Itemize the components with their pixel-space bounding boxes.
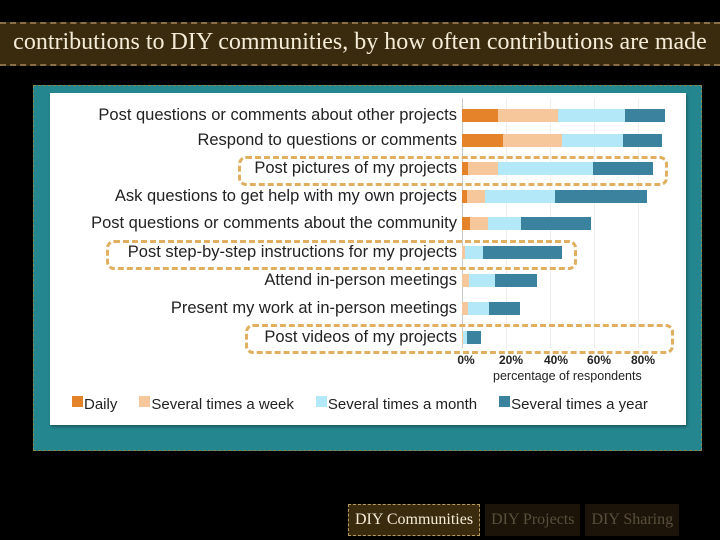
bar-segment-monthly [485,190,556,203]
category-label: Post pictures of my projects [254,159,457,177]
legend-label: Several times a year [511,396,648,413]
bar-segment-weekly [462,246,466,259]
stacked-bar [462,217,591,230]
category-label: Post questions or comments about the com… [91,214,457,232]
bar-segment-weekly [462,274,470,287]
page-title: contributions to DIY communities, by how… [13,29,707,55]
tick-0: 0% [457,353,475,367]
category-label: Attend in-person meetings [264,271,457,289]
bar-segment-yearly [555,190,647,203]
bar-segment-daily [462,217,470,230]
bar-segment-yearly [625,109,666,122]
legend-label: Daily [84,396,118,413]
highlight-box [245,324,674,354]
gridline [594,98,595,348]
bar-segment-weekly [467,162,498,175]
category-label: Present my work at in-person meetings [170,299,457,317]
stacked-bar [462,109,666,122]
legend-weekly: Several times a week [139,396,294,413]
tick-80: 80% [630,353,656,367]
legend-daily: Daily [72,396,117,413]
bar-segment-weekly [467,190,486,203]
category-label: Post questions or comments about other p… [98,106,457,124]
legend-monthly: Several times a month [315,396,478,413]
stacked-bar [462,162,653,175]
category-label: Post step-by-step instructions for my pr… [127,243,457,261]
chart-row: Present my work at in-person meetings [50,298,686,320]
x-axis-label: percentage of respondents [493,369,642,383]
legend: Daily Several times a week Several times… [72,396,670,413]
highlight-box [106,240,577,270]
bar-segment-yearly [520,217,591,230]
stacked-bar [462,331,482,344]
chart-row: Post step-by-step instructions for my pr… [50,242,686,264]
stacked-bar [462,274,537,287]
weekly-swatch [139,396,151,407]
section-tabs: DIY Communities DIY Projects DIY Sharing [348,504,684,536]
chart-row: Respond to questions or comments [50,130,686,152]
monthly-swatch [315,396,327,407]
yearly-swatch [499,396,511,407]
chart-row: Attend in-person meetings [50,270,686,292]
tab-diy-projects[interactable]: DIY Projects [485,504,581,536]
chart-row: Ask questions to get help with my own pr… [50,186,686,208]
bar-segment-yearly [488,302,520,315]
bar-segment-yearly [467,331,482,344]
chart-row: Post questions or comments about the com… [50,213,686,235]
bar-segment-daily [462,134,503,147]
bar-segment-weekly [469,217,488,230]
bar-segment-monthly [487,217,521,230]
legend-label: Several times a month [327,396,478,413]
category-label: Ask questions to get help with my own pr… [114,187,457,205]
bar-segment-yearly [494,274,537,287]
stacked-bar-chart: 0% 20% 40% 60% 80% percentage of respond… [50,93,686,425]
bar-segment-weekly [502,134,562,147]
tab-diy-sharing[interactable]: DIY Sharing [585,504,680,536]
category-label: Respond to questions or comments [197,131,457,149]
highlight-box [238,156,668,186]
bar-segment-daily [462,190,468,203]
chart-row: Post questions or comments about other p… [50,105,686,127]
stacked-bar [462,134,662,147]
stacked-bar [462,246,563,259]
stacked-bar [462,190,647,203]
bar-segment-monthly [558,109,626,122]
bar-segment-monthly [467,302,489,315]
daily-swatch [72,396,83,407]
bar-segment-weekly [462,331,464,344]
tick-40: 40% [543,353,569,367]
bar-segment-monthly [561,134,623,147]
bar-segment-monthly [463,331,468,344]
bar-segment-yearly [592,162,653,175]
gridline [638,98,639,348]
bar-segment-daily [462,162,468,175]
tick-60: 60% [586,353,612,367]
bar-segment-daily [462,109,499,122]
bar-segment-weekly [462,302,468,315]
tick-20: 20% [498,353,524,367]
category-label: Post videos of my projects [264,328,457,346]
bar-segment-monthly [465,246,484,259]
legend-label: Several times a week [151,396,294,413]
tab-diy-communities[interactable]: DIY Communities [348,504,481,536]
bar-segment-yearly [483,246,563,259]
chart-row: Post videos of my projects [50,327,686,349]
stacked-bar [462,302,520,315]
bar-segment-monthly [497,162,593,175]
chart-row: Post pictures of my projects [50,158,686,180]
title-bar: contributions to DIY communities, by how… [0,22,720,66]
bar-segment-weekly [498,109,559,122]
bar-segment-monthly [469,274,495,287]
bar-segment-yearly [622,134,662,147]
legend-yearly: Several times a year [499,396,648,413]
